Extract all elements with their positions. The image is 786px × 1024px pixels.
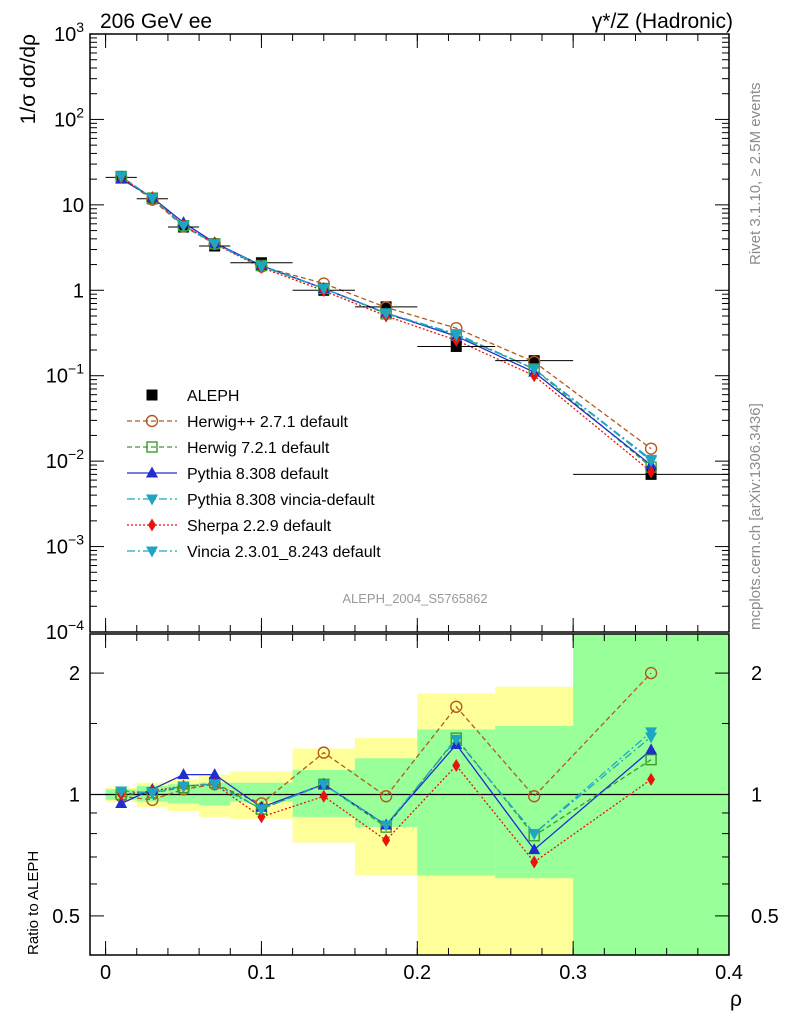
ratio-stat-band bbox=[167, 784, 200, 804]
main-series-marker bbox=[177, 221, 190, 233]
main-series-marker bbox=[644, 442, 658, 455]
data-point bbox=[528, 355, 540, 367]
ratio-series-marker bbox=[379, 790, 393, 803]
ratio-series-line bbox=[121, 672, 652, 805]
legend-label: Pythia 8.308 default bbox=[187, 466, 329, 483]
ratio-series-marker bbox=[177, 768, 190, 780]
legend-marker bbox=[146, 441, 158, 453]
ratio-y-tick-label: 2 bbox=[69, 663, 80, 685]
main-y-tick-label: 10−2 bbox=[46, 446, 84, 473]
rivet-version-label: Rivet 3.1.10, ≥ 2.5M events bbox=[747, 83, 764, 266]
main-plot-series bbox=[105, 170, 729, 480]
legend: ALEPH Herwig++ 2.7.1 default Herwig 7.2.1 … bbox=[127, 388, 381, 561]
legend-label: Vincia 2.3.01_8.243 default bbox=[187, 544, 381, 561]
main-y-tick-label: 10−3 bbox=[46, 532, 84, 559]
main-y-tick-label: 103 bbox=[54, 19, 84, 46]
ratio-series-marker bbox=[645, 732, 658, 744]
ratio-series-marker bbox=[450, 700, 463, 713]
legend-marker bbox=[146, 466, 158, 478]
legend-label: ALEPH bbox=[187, 388, 239, 405]
ratio-series-line bbox=[121, 764, 652, 863]
main-frame bbox=[89, 33, 730, 633]
legend-marker bbox=[145, 414, 159, 428]
legend-label: Pythia 8.308 vincia-default bbox=[187, 492, 375, 509]
ratio-series-marker bbox=[645, 743, 658, 755]
ratio-series-marker bbox=[530, 855, 539, 869]
legend-marker bbox=[146, 546, 158, 558]
ratio-series-marker bbox=[115, 786, 128, 798]
chart-title-right: γ*/Z (Hadronic) bbox=[592, 10, 733, 33]
ratio-y-tick-label: 1 bbox=[69, 785, 80, 807]
main-series-marker bbox=[208, 239, 221, 251]
x-axis-label: ρ bbox=[730, 988, 742, 1011]
main-y-tick-label: 10 bbox=[62, 195, 84, 217]
ratio-series-marker bbox=[527, 790, 541, 803]
ratio-plot-series bbox=[114, 666, 658, 869]
main-series-marker bbox=[317, 283, 330, 295]
main-y-tick-label: 10−4 bbox=[46, 617, 84, 644]
mcplots-label: mcplots.cern.ch [arXiv:1306.3436] bbox=[747, 403, 764, 630]
main-y-tick-label: 10−1 bbox=[46, 361, 84, 388]
ratio-series-marker bbox=[528, 829, 541, 841]
legend-label: Herwig 7.2.1 default bbox=[187, 440, 330, 457]
main-series-marker bbox=[115, 171, 128, 183]
ratio-series-marker bbox=[177, 781, 190, 793]
legend-label: Herwig++ 2.7.1 default bbox=[187, 414, 349, 431]
chart-title-left: 206 GeV ee bbox=[100, 10, 212, 33]
ratio-stat-band bbox=[417, 729, 496, 876]
main-series-line bbox=[120, 176, 652, 473]
ratio-series-marker bbox=[528, 843, 541, 855]
main-series-line bbox=[120, 175, 652, 462]
main-series-marker bbox=[146, 193, 159, 205]
main-series-marker bbox=[380, 308, 393, 320]
ratio-series-marker bbox=[452, 759, 461, 773]
x-tick-label: 0.3 bbox=[559, 962, 587, 984]
main-series-marker bbox=[450, 330, 463, 342]
ratio-series-marker bbox=[255, 804, 268, 816]
ratio-series-marker bbox=[146, 788, 159, 800]
ratio-y-tick-label-right: 2 bbox=[751, 663, 762, 685]
ratio-series-line bbox=[120, 743, 652, 851]
main-series-line bbox=[120, 178, 652, 466]
x-tick-label: 0.2 bbox=[403, 962, 431, 984]
x-tick-label: 0.4 bbox=[715, 962, 743, 984]
main-series-marker bbox=[528, 364, 541, 376]
ratio-series-marker bbox=[644, 666, 658, 680]
ratio-series-marker bbox=[317, 779, 330, 791]
legend-marker bbox=[146, 494, 158, 506]
ratio-y-tick-label-right: 0.5 bbox=[751, 906, 779, 928]
ratio-series-marker bbox=[382, 833, 391, 847]
main-y-tick-label: 1 bbox=[73, 280, 84, 302]
main-ylabel: 1/σ dσ/dρ bbox=[17, 34, 40, 124]
x-tick-label: 0 bbox=[100, 962, 111, 984]
ratio-y-tick-label-right: 1 bbox=[751, 785, 762, 807]
ratio-series-marker bbox=[257, 810, 266, 824]
ratio-series-marker bbox=[317, 746, 330, 759]
analysis-watermark: ALEPH_2004_S5765862 bbox=[342, 591, 487, 606]
ratio-series-marker bbox=[380, 820, 393, 832]
main-series-marker bbox=[645, 456, 658, 468]
ratio-series-line bbox=[121, 736, 652, 835]
ratio-y-tick-label: 0.5 bbox=[52, 906, 80, 928]
main-series-marker bbox=[647, 465, 656, 479]
ratio-series-marker bbox=[208, 779, 221, 791]
main-series-line bbox=[120, 176, 652, 450]
axes: 10−4 10−3 10−2 10−1 1 10 102 103 0.5 0.5 1 1 2 2 0 0.1 0… bbox=[46, 19, 779, 984]
ratio-series-marker bbox=[208, 768, 221, 780]
main-y-tick-label: 102 bbox=[54, 104, 84, 131]
legend-marker bbox=[148, 518, 156, 532]
ratio-series-marker bbox=[647, 772, 656, 786]
x-tick-label: 0.1 bbox=[248, 962, 276, 984]
ratio-ylabel: Ratio to ALEPH bbox=[25, 851, 42, 955]
main-series-marker bbox=[255, 261, 268, 273]
legend-label: Sherpa 2.2.9 default bbox=[187, 518, 332, 535]
ratio-series-marker bbox=[115, 796, 128, 808]
ratio-series-marker bbox=[645, 753, 657, 766]
legend-marker bbox=[146, 389, 158, 401]
main-series-marker bbox=[530, 369, 539, 383]
ratio-series-marker bbox=[450, 734, 463, 746]
ratio-series-marker bbox=[319, 789, 328, 803]
